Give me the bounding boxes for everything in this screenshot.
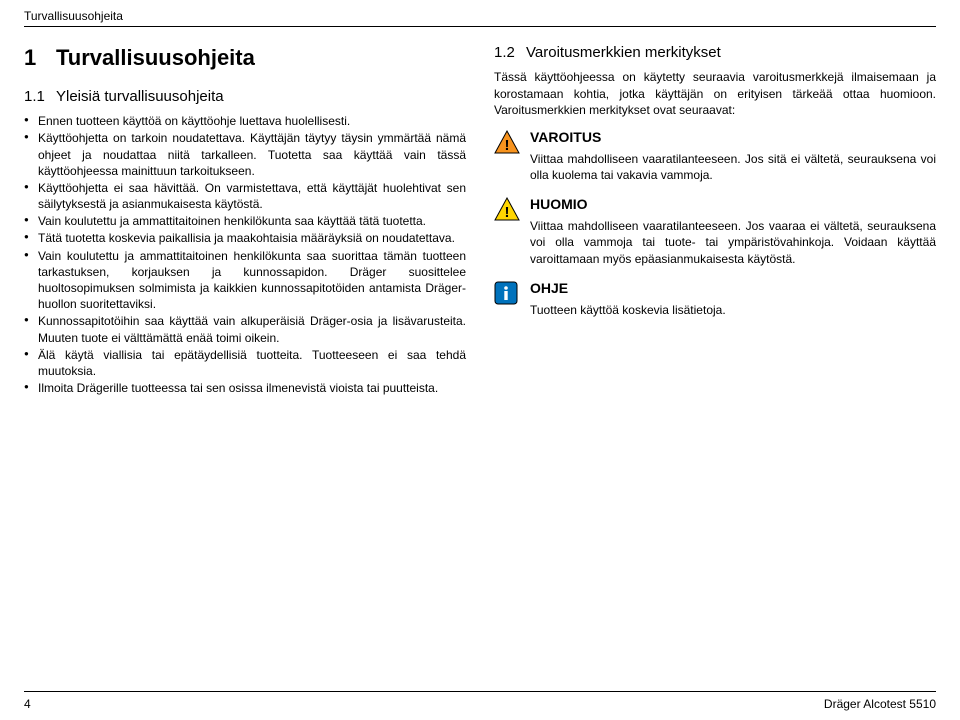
notice-caution: ! HUOMIO Viittaa mahdolliseen vaaratilan… xyxy=(494,195,936,266)
subsection-number: 1.2 xyxy=(494,43,526,63)
notice-info: OHJE Tuotteen käyttöä koskevia lisätieto… xyxy=(494,279,936,318)
svg-text:!: ! xyxy=(505,137,510,154)
notice-title: VAROITUS xyxy=(530,128,936,147)
notice-warning: ! VAROITUS Viittaa mahdolliseen vaaratil… xyxy=(494,128,936,183)
notice-title: OHJE xyxy=(530,279,936,298)
list-item: Käyttöohjetta ei saa hävittää. On varmis… xyxy=(24,180,466,212)
list-item: Vain koulutettu ja ammattitaitoinen henk… xyxy=(24,248,466,313)
list-item: Ilmoita Drägerille tuotteessa tai sen os… xyxy=(24,380,466,396)
list-item: Ennen tuotteen käyttöä on käyttöohje lue… xyxy=(24,113,466,129)
section-title: Turvallisuusohjeita xyxy=(56,43,255,73)
notice-text: Viittaa mahdolliseen vaaratilanteeseen. … xyxy=(530,151,936,183)
notice-title: HUOMIO xyxy=(530,195,936,214)
content-columns: 1 Turvallisuusohjeita 1.1 Yleisiä turval… xyxy=(24,43,936,397)
header-rule xyxy=(24,26,936,27)
subsection-title: Varoitusmerkkien merkitykset xyxy=(526,43,721,63)
page-footer: 4 Dräger Alcotest 5510 xyxy=(0,691,960,712)
subsection-heading: 1.1 Yleisiä turvallisuusohjeita xyxy=(24,87,466,107)
footer-rule xyxy=(24,691,936,692)
bullet-list: Ennen tuotteen käyttöä on käyttöohje lue… xyxy=(24,113,466,396)
notice-text: Tuotteen käyttöä koskevia lisätietoja. xyxy=(530,302,936,318)
right-column: 1.2 Varoitusmerkkien merkitykset Tässä k… xyxy=(494,43,936,397)
page-number: 4 xyxy=(24,696,31,712)
section-number: 1 xyxy=(24,43,56,73)
subsection-heading: 1.2 Varoitusmerkkien merkitykset xyxy=(494,43,936,63)
svg-text:!: ! xyxy=(505,204,510,221)
list-item: Käyttöohjetta on tarkoin noudatettava. K… xyxy=(24,130,466,179)
section-heading: 1 Turvallisuusohjeita xyxy=(24,43,466,73)
product-name: Dräger Alcotest 5510 xyxy=(824,696,936,712)
notice-text: Viittaa mahdolliseen vaaratilanteeseen. … xyxy=(530,218,936,267)
list-item: Kunnossapitotöihin saa käyttää vain alku… xyxy=(24,313,466,345)
warning-icon: ! xyxy=(494,128,522,183)
page-header: Turvallisuusohjeita xyxy=(24,8,936,24)
list-item: Vain koulutettu ja ammattitaitoinen henk… xyxy=(24,213,466,229)
subsection-number: 1.1 xyxy=(24,87,56,107)
caution-icon: ! xyxy=(494,195,522,266)
list-item: Tätä tuotetta koskevia paikallisia ja ma… xyxy=(24,230,466,246)
left-column: 1 Turvallisuusohjeita 1.1 Yleisiä turval… xyxy=(24,43,466,397)
intro-paragraph: Tässä käyttöohjeessa on käytetty seuraav… xyxy=(494,69,936,118)
info-icon xyxy=(494,279,522,318)
subsection-title: Yleisiä turvallisuusohjeita xyxy=(56,87,224,107)
list-item: Älä käytä viallisia tai epätäydellisiä t… xyxy=(24,347,466,379)
